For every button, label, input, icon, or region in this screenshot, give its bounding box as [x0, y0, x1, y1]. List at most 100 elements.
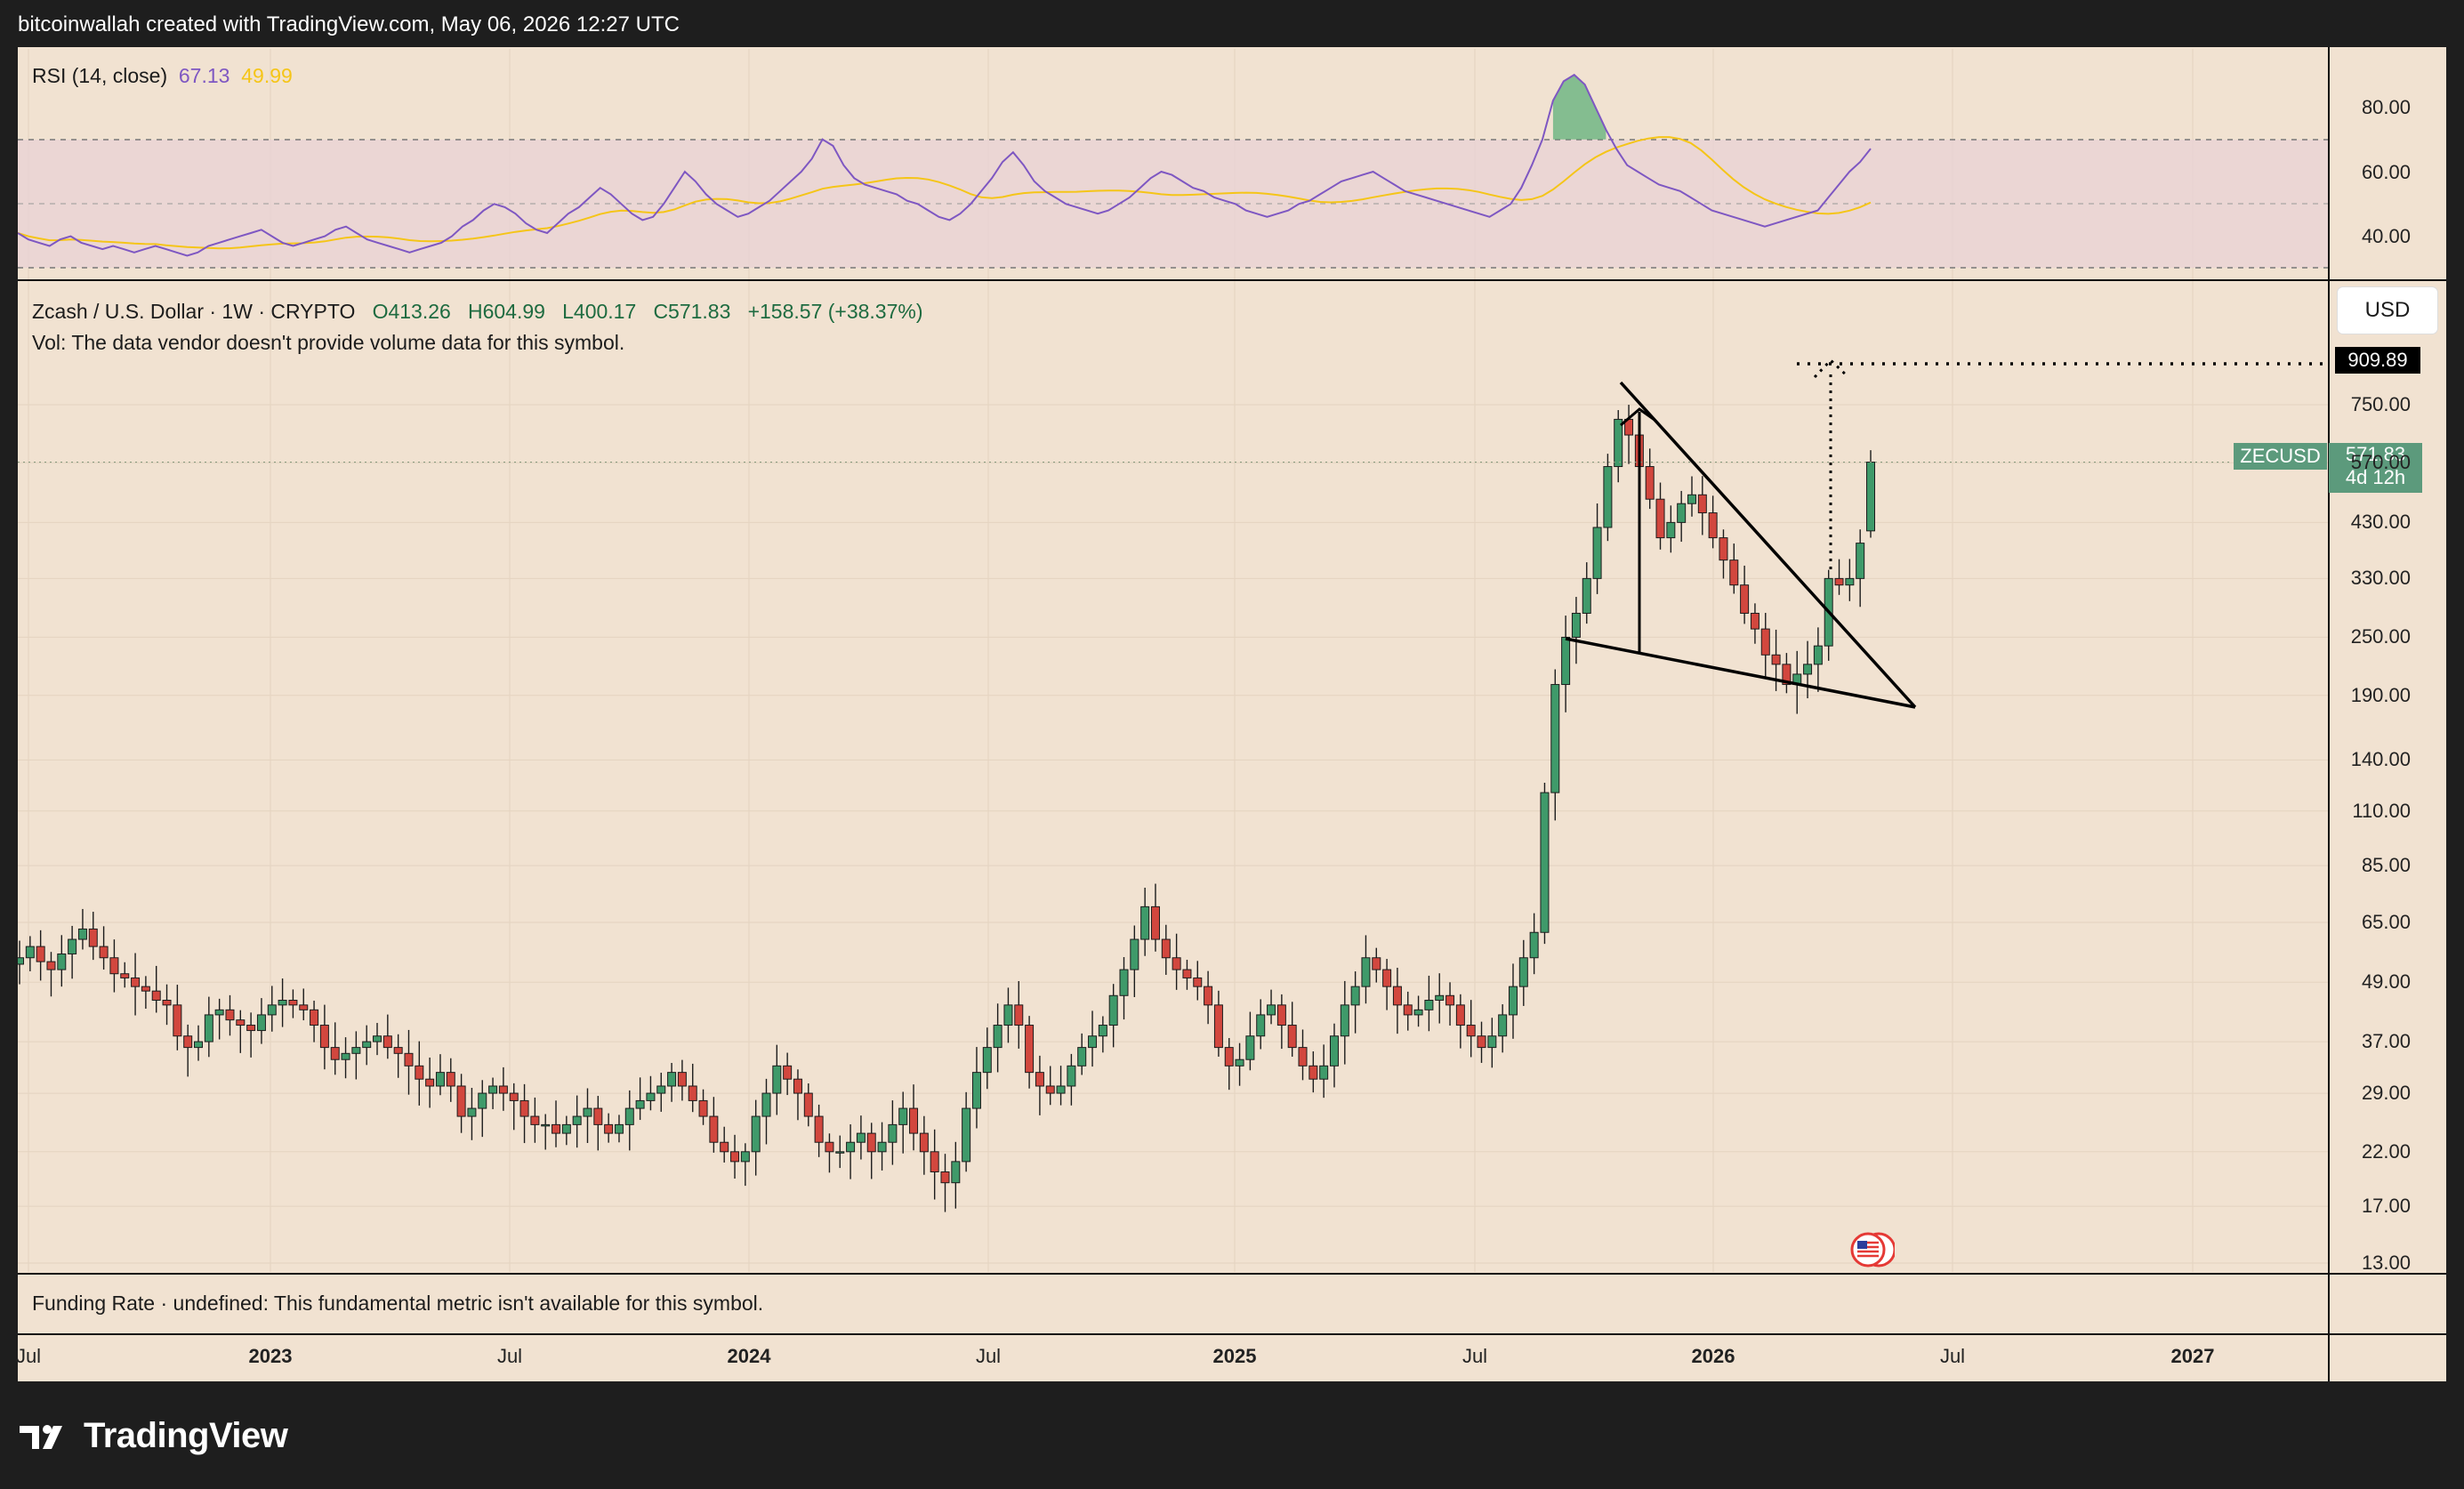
candle-body — [1498, 1014, 1508, 1037]
candle-body — [1045, 1085, 1055, 1094]
candle — [1256, 999, 1266, 1050]
candle — [1077, 1033, 1087, 1075]
candle-body — [688, 1085, 697, 1101]
candle-body — [1182, 969, 1192, 978]
candle-body — [18, 957, 24, 965]
candle-body — [730, 1151, 740, 1163]
grid-lines — [18, 49, 2329, 1272]
price-tick-label: 430.00 — [2350, 511, 2411, 534]
candle-body — [310, 1009, 319, 1026]
candle-body — [1119, 969, 1129, 996]
rsi-legend: RSI (14, close) 67.13 49.99 — [32, 64, 293, 88]
candle — [1193, 961, 1203, 1001]
candle-body — [1382, 969, 1392, 987]
candle — [740, 1143, 750, 1187]
candle — [1025, 1016, 1035, 1089]
candle — [1350, 971, 1360, 1034]
candle-body — [1592, 527, 1602, 579]
candle — [635, 1077, 645, 1121]
candle — [288, 989, 298, 1018]
candle-body — [173, 1004, 182, 1037]
candle — [77, 908, 87, 950]
candle — [866, 1123, 876, 1179]
candle-body — [382, 1035, 392, 1049]
time-tick-label: 2024 — [727, 1345, 771, 1367]
candle — [1571, 597, 1581, 664]
ticker-countdown: 4d 12h — [2345, 466, 2406, 488]
candle — [720, 1126, 729, 1163]
candle-body — [1771, 654, 1781, 665]
candle — [1035, 1055, 1044, 1115]
candle-body — [1508, 986, 1518, 1016]
candle — [446, 1058, 455, 1102]
candle-body — [1614, 418, 1623, 468]
candle — [1088, 1010, 1098, 1067]
candle-body — [561, 1123, 571, 1134]
candle-body — [751, 1115, 761, 1153]
candle-body — [1403, 1004, 1413, 1016]
candle — [1719, 529, 1728, 579]
candle-body — [256, 1014, 266, 1032]
candle-body — [930, 1151, 939, 1172]
candle-body — [814, 1115, 824, 1143]
currency-button[interactable]: USD — [2338, 287, 2437, 334]
candle-body — [1340, 1004, 1349, 1037]
candle-body — [393, 1047, 403, 1054]
price-tick-label: 22.00 — [2361, 1139, 2411, 1163]
candle-body — [1750, 612, 1759, 630]
candle-body — [351, 1047, 361, 1054]
candle — [993, 1003, 1003, 1073]
candle-body — [99, 946, 109, 959]
candle — [1729, 543, 1739, 594]
candle-body — [1172, 957, 1181, 970]
candle-body — [1740, 584, 1750, 614]
candle-body — [835, 1151, 845, 1154]
candle — [1666, 505, 1676, 553]
candle-body — [225, 1009, 235, 1021]
candle — [1161, 924, 1171, 975]
candle — [1856, 529, 1865, 608]
us-flag-event-icon[interactable] — [1850, 1230, 1896, 1269]
candle-body — [1276, 1004, 1286, 1026]
candle — [1477, 1021, 1486, 1063]
ticker-price-block: 571.83 4d 12h — [2329, 443, 2422, 493]
candle-body — [183, 1035, 193, 1049]
candle-body — [909, 1107, 919, 1134]
candle — [246, 1012, 256, 1058]
candle — [1382, 959, 1392, 1010]
candle — [509, 1083, 519, 1131]
candle-body — [57, 953, 67, 970]
candle-body — [1561, 636, 1571, 686]
candle-body — [1834, 577, 1844, 586]
candle-body — [36, 946, 45, 962]
price-tick-label: 330.00 — [2350, 567, 2411, 590]
time-tick-label: 2023 — [248, 1345, 293, 1367]
candle-body — [1455, 1004, 1465, 1026]
time-tick-label: 2027 — [2170, 1345, 2215, 1367]
candle-body — [541, 1123, 551, 1127]
candle — [793, 1069, 802, 1121]
candle — [498, 1066, 508, 1111]
ticker-price: 571.83 — [2345, 443, 2406, 465]
candle — [530, 1097, 540, 1143]
candle-body — [1487, 1035, 1497, 1049]
tradingview-logo[interactable]: TradingView — [20, 1416, 288, 1456]
candle — [1508, 963, 1518, 1039]
candle-body — [940, 1171, 950, 1184]
tradingview-brand-text: TradingView — [84, 1416, 288, 1455]
candle — [814, 1104, 824, 1157]
candle — [267, 986, 277, 1032]
candle-body — [1477, 1035, 1486, 1049]
candle — [1677, 490, 1687, 543]
candle-body — [1424, 1000, 1434, 1010]
candle-body — [1856, 543, 1865, 579]
candle-body — [825, 1141, 834, 1153]
candle-body — [214, 1009, 224, 1016]
candle — [982, 1027, 992, 1090]
candle — [1014, 981, 1024, 1049]
time-tick-label: Jul — [15, 1345, 42, 1367]
pattern-drawings — [18, 358, 2329, 709]
candle-body — [803, 1092, 813, 1117]
candle — [1276, 994, 1286, 1050]
